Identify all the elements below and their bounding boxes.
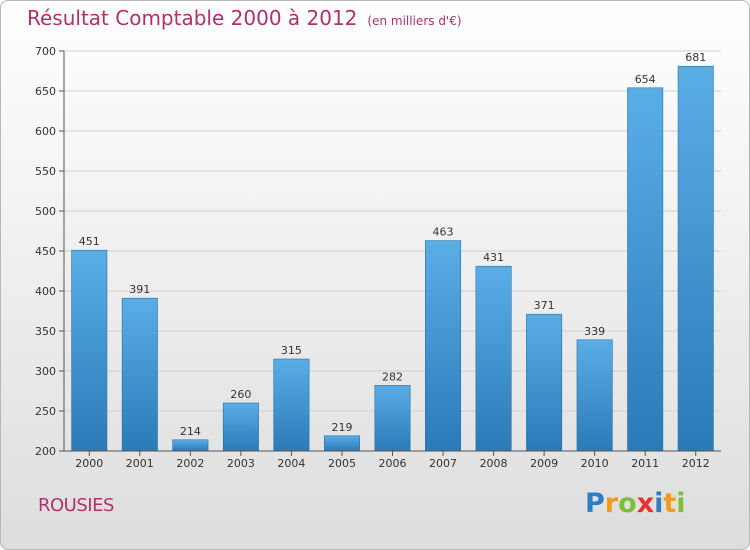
bar-series xyxy=(71,65,714,452)
bar-value-label: 219 xyxy=(331,421,352,434)
bar xyxy=(121,297,158,452)
bar-value-label: 282 xyxy=(382,370,403,383)
y-tick-label: 200 xyxy=(35,445,56,458)
x-tick-label: 2001 xyxy=(126,457,154,470)
x-tick-label: 2009 xyxy=(530,457,558,470)
x-tick-label: 2000 xyxy=(75,457,103,470)
x-tick-label: 2007 xyxy=(429,457,457,470)
commune-name: ROUSIES xyxy=(38,495,114,516)
bar-value-label: 260 xyxy=(230,388,251,401)
logo-letter: t xyxy=(663,488,677,519)
x-tick-label: 2011 xyxy=(631,457,659,470)
x-tick-label: 2008 xyxy=(480,457,508,470)
y-tick-label: 300 xyxy=(35,365,56,378)
x-tick-label: 2005 xyxy=(328,457,356,470)
bar xyxy=(172,439,209,452)
chart-title: Résultat Comptable 2000 à 2012 (en millie… xyxy=(27,6,462,30)
bar-value-label: 315 xyxy=(281,344,302,357)
y-tick-label: 700 xyxy=(35,45,56,58)
logo-letter: r xyxy=(604,488,619,519)
bar-value-label: 431 xyxy=(483,251,504,264)
bar-value-label: 391 xyxy=(129,283,150,296)
x-tick-label: 2002 xyxy=(176,457,204,470)
bar xyxy=(323,435,360,452)
y-tick-label: 450 xyxy=(35,245,56,258)
bar xyxy=(425,240,462,452)
data-labels: 451 391 214 260 315 219 282 463 431 371 339 654 681 xyxy=(79,51,706,438)
x-tick-label: 2010 xyxy=(581,457,609,470)
bar xyxy=(71,249,108,452)
chart-subtitle: (en milliers d'€) xyxy=(367,14,462,28)
bar xyxy=(374,385,411,452)
logo-letter: x xyxy=(636,488,655,519)
bar xyxy=(526,313,563,452)
x-tick-label: 2012 xyxy=(682,457,710,470)
logo-letter: i xyxy=(654,488,664,519)
bar-value-label: 681 xyxy=(685,51,706,64)
logo-letter: i xyxy=(676,488,686,519)
bar xyxy=(677,65,714,452)
bar xyxy=(576,339,613,452)
y-tick-label: 400 xyxy=(35,285,56,298)
y-tick-label: 550 xyxy=(35,165,56,178)
proxiti-logo: Proxiti xyxy=(585,488,686,519)
axes: 200 250 300 350 400 450 500 550 600 650 700 2000 200… xyxy=(35,45,721,470)
bar-value-label: 339 xyxy=(584,325,605,338)
y-tick-label: 250 xyxy=(35,405,56,418)
bar-value-label: 451 xyxy=(79,235,100,248)
x-tick-label: 2004 xyxy=(277,457,305,470)
y-tick-label: 600 xyxy=(35,125,56,138)
x-tick-label: 2003 xyxy=(227,457,255,470)
bar-value-label: 214 xyxy=(180,425,201,438)
logo-letter: o xyxy=(618,488,637,519)
y-tick-label: 650 xyxy=(35,85,56,98)
bar-value-label: 654 xyxy=(635,73,656,86)
bar-value-label: 371 xyxy=(534,299,555,312)
bar xyxy=(627,87,664,452)
chart-title-text: Résultat Comptable 2000 à 2012 xyxy=(27,6,358,30)
bar-value-label: 463 xyxy=(433,226,454,239)
y-tick-label: 350 xyxy=(35,325,56,338)
bar xyxy=(222,402,259,452)
y-tick-label: 500 xyxy=(35,205,56,218)
bar xyxy=(273,358,310,452)
logo-letter: P xyxy=(585,488,605,519)
bar xyxy=(475,265,512,452)
x-tick-label: 2006 xyxy=(379,457,407,470)
